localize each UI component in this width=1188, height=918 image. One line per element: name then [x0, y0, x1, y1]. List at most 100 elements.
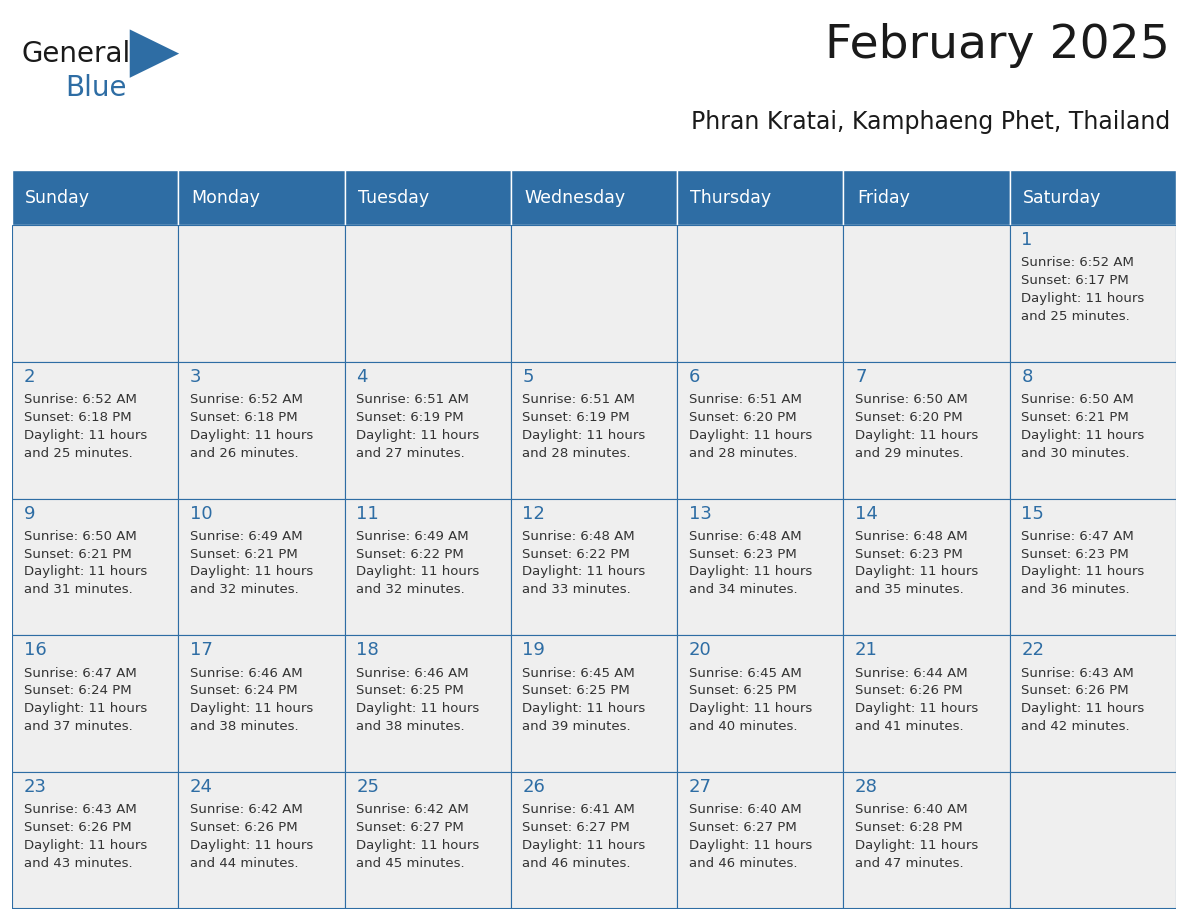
Bar — [12, 635, 178, 772]
Bar — [843, 772, 1010, 909]
Text: 17: 17 — [190, 642, 213, 659]
Bar — [178, 225, 345, 362]
Bar — [178, 635, 345, 772]
Text: Sunrise: 6:52 AM: Sunrise: 6:52 AM — [190, 393, 303, 406]
Text: Daylight: 11 hours: Daylight: 11 hours — [1022, 429, 1145, 442]
Text: Sunrise: 6:46 AM: Sunrise: 6:46 AM — [356, 666, 469, 679]
Text: Daylight: 11 hours: Daylight: 11 hours — [689, 839, 813, 852]
Text: 8: 8 — [1022, 368, 1032, 386]
Text: and 32 minutes.: and 32 minutes. — [356, 583, 465, 597]
Bar — [12, 170, 178, 225]
Text: and 29 minutes.: and 29 minutes. — [855, 446, 963, 460]
Text: Saturday: Saturday — [1023, 188, 1101, 207]
Text: Sunset: 6:22 PM: Sunset: 6:22 PM — [523, 548, 630, 561]
Text: Sunset: 6:21 PM: Sunset: 6:21 PM — [1022, 411, 1129, 424]
Text: Daylight: 11 hours: Daylight: 11 hours — [356, 429, 480, 442]
Text: and 25 minutes.: and 25 minutes. — [24, 446, 132, 460]
Bar — [511, 362, 677, 498]
Text: Sunset: 6:26 PM: Sunset: 6:26 PM — [24, 821, 131, 834]
Text: 9: 9 — [24, 505, 34, 522]
Bar — [1010, 498, 1176, 635]
Text: Daylight: 11 hours: Daylight: 11 hours — [190, 429, 314, 442]
Text: Sunrise: 6:50 AM: Sunrise: 6:50 AM — [855, 393, 968, 406]
Text: Sunset: 6:24 PM: Sunset: 6:24 PM — [190, 685, 297, 698]
Bar — [843, 170, 1010, 225]
Text: 6: 6 — [689, 368, 700, 386]
Text: Sunrise: 6:49 AM: Sunrise: 6:49 AM — [190, 530, 303, 543]
Text: and 26 minutes.: and 26 minutes. — [190, 446, 298, 460]
Bar — [12, 225, 178, 362]
Text: Sunset: 6:23 PM: Sunset: 6:23 PM — [855, 548, 962, 561]
Text: 7: 7 — [855, 368, 866, 386]
Text: Daylight: 11 hours: Daylight: 11 hours — [356, 839, 480, 852]
Bar — [345, 635, 511, 772]
Text: and 44 minutes.: and 44 minutes. — [190, 856, 298, 869]
Text: and 28 minutes.: and 28 minutes. — [689, 446, 797, 460]
Bar — [511, 498, 677, 635]
Text: and 39 minutes.: and 39 minutes. — [523, 720, 631, 733]
Text: 21: 21 — [855, 642, 878, 659]
Text: Sunrise: 6:42 AM: Sunrise: 6:42 AM — [356, 803, 469, 816]
Text: Sunrise: 6:42 AM: Sunrise: 6:42 AM — [190, 803, 303, 816]
Text: Daylight: 11 hours: Daylight: 11 hours — [356, 702, 480, 715]
Text: Daylight: 11 hours: Daylight: 11 hours — [855, 565, 979, 578]
Text: Sunset: 6:26 PM: Sunset: 6:26 PM — [855, 685, 962, 698]
Text: 15: 15 — [1022, 505, 1044, 522]
Text: and 42 minutes.: and 42 minutes. — [1022, 720, 1130, 733]
Bar — [677, 498, 843, 635]
Text: Tuesday: Tuesday — [358, 188, 429, 207]
Text: and 32 minutes.: and 32 minutes. — [190, 583, 298, 597]
Polygon shape — [129, 29, 179, 78]
Text: Sunrise: 6:47 AM: Sunrise: 6:47 AM — [1022, 530, 1135, 543]
Text: 12: 12 — [523, 505, 545, 522]
Text: Sunset: 6:18 PM: Sunset: 6:18 PM — [24, 411, 131, 424]
Text: Daylight: 11 hours: Daylight: 11 hours — [24, 702, 147, 715]
Text: Sunset: 6:18 PM: Sunset: 6:18 PM — [190, 411, 297, 424]
Text: Daylight: 11 hours: Daylight: 11 hours — [356, 565, 480, 578]
Bar — [1010, 170, 1176, 225]
Bar — [677, 362, 843, 498]
Text: Sunset: 6:27 PM: Sunset: 6:27 PM — [356, 821, 463, 834]
Text: and 31 minutes.: and 31 minutes. — [24, 583, 132, 597]
Text: 14: 14 — [855, 505, 878, 522]
Text: 11: 11 — [356, 505, 379, 522]
Text: Phran Kratai, Kamphaeng Phet, Thailand: Phran Kratai, Kamphaeng Phet, Thailand — [691, 110, 1170, 134]
Text: and 28 minutes.: and 28 minutes. — [523, 446, 631, 460]
Text: Sunset: 6:20 PM: Sunset: 6:20 PM — [689, 411, 796, 424]
Text: Daylight: 11 hours: Daylight: 11 hours — [855, 702, 979, 715]
Text: Sunset: 6:27 PM: Sunset: 6:27 PM — [523, 821, 630, 834]
Text: Sunset: 6:23 PM: Sunset: 6:23 PM — [1022, 548, 1129, 561]
Text: Sunset: 6:26 PM: Sunset: 6:26 PM — [1022, 685, 1129, 698]
Text: Daylight: 11 hours: Daylight: 11 hours — [1022, 702, 1145, 715]
Text: 22: 22 — [1022, 642, 1044, 659]
Text: General: General — [21, 39, 131, 68]
Text: Sunset: 6:20 PM: Sunset: 6:20 PM — [855, 411, 962, 424]
Bar — [1010, 635, 1176, 772]
Text: 10: 10 — [190, 505, 213, 522]
Bar — [511, 772, 677, 909]
Text: Sunset: 6:21 PM: Sunset: 6:21 PM — [24, 548, 131, 561]
Bar — [345, 498, 511, 635]
Bar — [345, 170, 511, 225]
Text: and 37 minutes.: and 37 minutes. — [24, 720, 132, 733]
Text: Daylight: 11 hours: Daylight: 11 hours — [523, 702, 646, 715]
Text: Sunrise: 6:41 AM: Sunrise: 6:41 AM — [523, 803, 636, 816]
Text: 20: 20 — [689, 642, 712, 659]
Text: Sunrise: 6:51 AM: Sunrise: 6:51 AM — [689, 393, 802, 406]
Bar — [1010, 362, 1176, 498]
Text: Daylight: 11 hours: Daylight: 11 hours — [24, 565, 147, 578]
Bar — [178, 362, 345, 498]
Text: Sunrise: 6:43 AM: Sunrise: 6:43 AM — [24, 803, 137, 816]
Bar — [511, 170, 677, 225]
Text: Blue: Blue — [65, 74, 127, 102]
Text: Daylight: 11 hours: Daylight: 11 hours — [689, 429, 813, 442]
Text: and 38 minutes.: and 38 minutes. — [190, 720, 298, 733]
Text: Sunrise: 6:52 AM: Sunrise: 6:52 AM — [1022, 256, 1135, 270]
Bar — [677, 225, 843, 362]
Text: Sunrise: 6:45 AM: Sunrise: 6:45 AM — [689, 666, 802, 679]
Text: and 25 minutes.: and 25 minutes. — [1022, 310, 1130, 323]
Text: Sunrise: 6:45 AM: Sunrise: 6:45 AM — [523, 666, 636, 679]
Bar — [677, 170, 843, 225]
Text: Sunrise: 6:50 AM: Sunrise: 6:50 AM — [24, 530, 137, 543]
Text: Sunrise: 6:51 AM: Sunrise: 6:51 AM — [356, 393, 469, 406]
